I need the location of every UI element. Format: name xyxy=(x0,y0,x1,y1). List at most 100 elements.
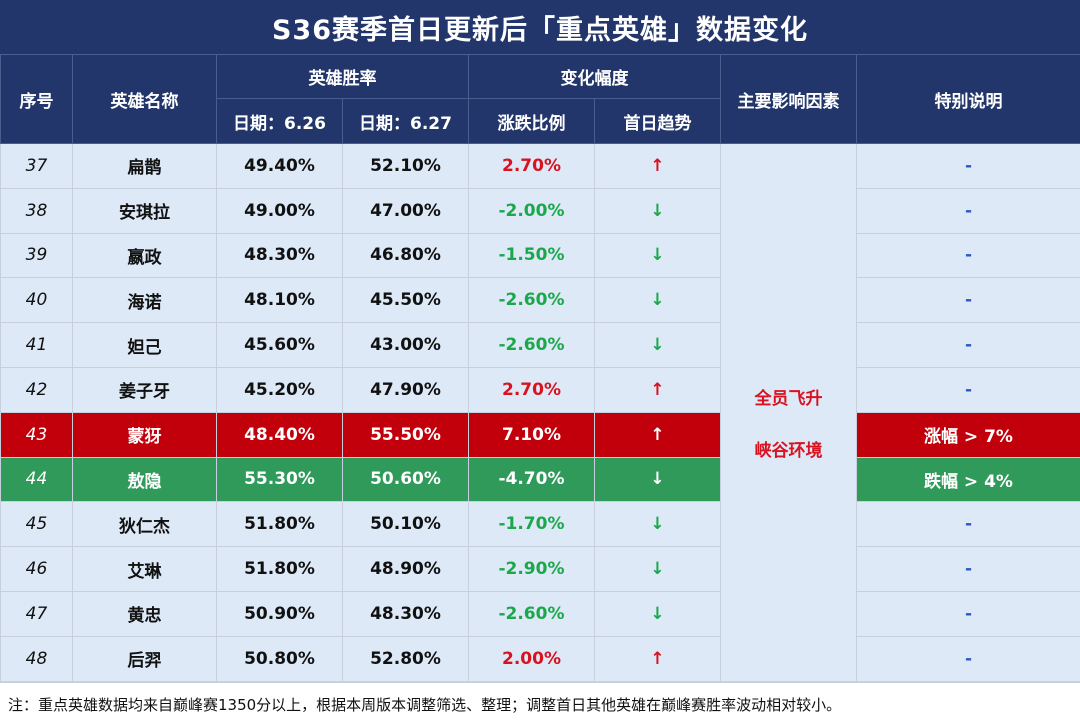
table-row: 45 狄仁杰 51.80% 50.10% -1.70% ↓ - xyxy=(0,501,1080,548)
cell-seq: 46 xyxy=(0,546,73,592)
page-title: S36赛季首日更新后「重点英雄」数据变化 xyxy=(0,0,1080,54)
cell-note: - xyxy=(856,366,1080,413)
cell-winrate-d2: 55.50% xyxy=(342,411,469,458)
table-row: 47 黄忠 50.90% 48.30% -2.60% ↓ - xyxy=(0,590,1080,637)
cell-winrate-d1: 55.30% xyxy=(216,456,343,503)
cell-winrate-d2: 46.80% xyxy=(342,232,469,279)
trend-up-icon: ↑ xyxy=(594,143,721,189)
cell-winrate-d2: 47.00% xyxy=(342,187,469,234)
cell-winrate-d1: 49.40% xyxy=(216,143,343,189)
cell-note: - xyxy=(856,635,1080,682)
trend-down-icon: ↓ xyxy=(594,546,721,592)
table-row: 39 嬴政 48.30% 46.80% -1.50% ↓ - xyxy=(0,232,1080,279)
cell-hero: 黄忠 xyxy=(72,590,217,637)
cell-note: - xyxy=(856,187,1080,234)
cell-ratio: 7.10% xyxy=(468,411,595,458)
cell-winrate-d1: 50.80% xyxy=(216,635,343,682)
cell-hero: 蒙犽 xyxy=(72,411,217,458)
cell-note: - xyxy=(856,322,1080,368)
header-factor: 主要影响因素 xyxy=(720,54,857,144)
cell-note: 跌幅 > 4% xyxy=(856,456,1080,503)
header-winrate: 英雄胜率 xyxy=(216,54,469,99)
cell-seq: 47 xyxy=(0,590,73,637)
cell-winrate-d2: 48.90% xyxy=(342,546,469,592)
cell-hero: 安琪拉 xyxy=(72,187,217,234)
trend-down-icon: ↓ xyxy=(594,187,721,234)
trend-down-icon: ↓ xyxy=(594,232,721,279)
cell-ratio: -1.70% xyxy=(468,501,595,548)
cell-ratio: -1.50% xyxy=(468,232,595,279)
cell-seq: 41 xyxy=(0,322,73,368)
trend-up-icon: ↑ xyxy=(594,366,721,413)
cell-ratio: -2.00% xyxy=(468,187,595,234)
trend-down-icon: ↓ xyxy=(594,322,721,368)
table-row: 48 后羿 50.80% 52.80% 2.00% ↑ - xyxy=(0,635,1080,682)
cell-winrate-d2: 52.10% xyxy=(342,143,469,189)
trend-down-icon: ↓ xyxy=(594,590,721,637)
trend-up-icon: ↑ xyxy=(594,411,721,458)
cell-winrate-d2: 50.10% xyxy=(342,501,469,548)
cell-winrate-d2: 47.90% xyxy=(342,366,469,413)
cell-note: - xyxy=(856,277,1080,324)
table-row: 43 蒙犽 48.40% 55.50% 7.10% ↑ 涨幅 > 7% xyxy=(0,411,1080,458)
header-ratio: 涨跌比例 xyxy=(468,98,595,144)
cell-note: - xyxy=(856,232,1080,279)
cell-hero: 艾琳 xyxy=(72,546,217,592)
cell-note: 涨幅 > 7% xyxy=(856,411,1080,458)
cell-winrate-d2: 45.50% xyxy=(342,277,469,324)
cell-ratio: 2.00% xyxy=(468,635,595,682)
cell-note: - xyxy=(856,590,1080,637)
cell-hero: 后羿 xyxy=(72,635,217,682)
cell-hero: 嬴政 xyxy=(72,232,217,279)
table-row: 40 海诺 48.10% 45.50% -2.60% ↓ - xyxy=(0,277,1080,324)
factor-line-2: 峡谷环境 xyxy=(754,441,823,462)
cell-ratio: -2.90% xyxy=(468,546,595,592)
cell-hero: 妲己 xyxy=(72,322,217,368)
table-row: 38 安琪拉 49.00% 47.00% -2.00% ↓ - xyxy=(0,187,1080,234)
cell-hero: 海诺 xyxy=(72,277,217,324)
cell-seq: 37 xyxy=(0,143,73,189)
cell-hero: 敖隐 xyxy=(72,456,217,503)
cell-winrate-d1: 45.60% xyxy=(216,322,343,368)
cell-ratio: -2.60% xyxy=(468,322,595,368)
cell-seq: 48 xyxy=(0,635,73,682)
cell-ratio: -4.70% xyxy=(468,456,595,503)
cell-winrate-d1: 48.40% xyxy=(216,411,343,458)
factor-line-1: 全员飞升 xyxy=(754,389,823,410)
table-body: 37 扁鹊 49.40% 52.10% 2.70% ↑ 全员飞升 峡谷环境 -38 安琪拉 49.0… xyxy=(0,143,1080,682)
cell-ratio: 2.70% xyxy=(468,366,595,413)
table-row: 46 艾琳 51.80% 48.90% -2.90% ↓ - xyxy=(0,546,1080,592)
trend-down-icon: ↓ xyxy=(594,501,721,548)
header-date2: 日期：6.27 xyxy=(342,98,469,144)
cell-winrate-d1: 51.80% xyxy=(216,501,343,548)
cell-ratio: -2.60% xyxy=(468,277,595,324)
cell-seq: 44 xyxy=(0,456,73,503)
header-row-2: 日期：6.26 日期：6.27 涨跌比例 首日趋势 xyxy=(1,98,1080,144)
cell-ratio: 2.70% xyxy=(468,143,595,189)
cell-note: - xyxy=(856,546,1080,592)
header-row-1: 序号 英雄名称 英雄胜率 变化幅度 主要影响因素 特别说明 xyxy=(0,54,1080,144)
footnote: 注：重点英雄数据均来自巅峰赛1350分以上，根据本周版本调整筛选、整理；调整首日… xyxy=(0,682,1080,726)
trend-down-icon: ↓ xyxy=(594,277,721,324)
cell-winrate-d2: 43.00% xyxy=(342,322,469,368)
cell-hero: 狄仁杰 xyxy=(72,501,217,548)
table-row: 42 姜子牙 45.20% 47.90% 2.70% ↑ - xyxy=(0,366,1080,413)
header-hero: 英雄名称 xyxy=(72,54,217,144)
table-row: 41 妲己 45.60% 43.00% -2.60% ↓ - xyxy=(0,322,1080,368)
cell-ratio: -2.60% xyxy=(468,590,595,637)
hero-data-table: 序号 英雄名称 英雄胜率 变化幅度 主要影响因素 特别说明 日期：6.26 日期… xyxy=(0,54,1080,682)
header-date1: 日期：6.26 xyxy=(216,98,343,144)
cell-winrate-d1: 48.10% xyxy=(216,277,343,324)
cell-hero: 姜子牙 xyxy=(72,366,217,413)
table-row: 37 扁鹊 49.40% 52.10% 2.70% ↑ 全员飞升 峡谷环境 - xyxy=(0,143,1080,682)
cell-seq: 40 xyxy=(0,277,73,324)
header-note: 特别说明 xyxy=(856,54,1080,144)
cell-winrate-d1: 49.00% xyxy=(216,187,343,234)
cell-seq: 45 xyxy=(0,501,73,548)
cell-seq: 38 xyxy=(0,187,73,234)
header-trend: 首日趋势 xyxy=(594,98,721,144)
cell-winrate-d1: 50.90% xyxy=(216,590,343,637)
trend-down-icon: ↓ xyxy=(594,456,721,503)
cell-seq: 42 xyxy=(0,366,73,413)
